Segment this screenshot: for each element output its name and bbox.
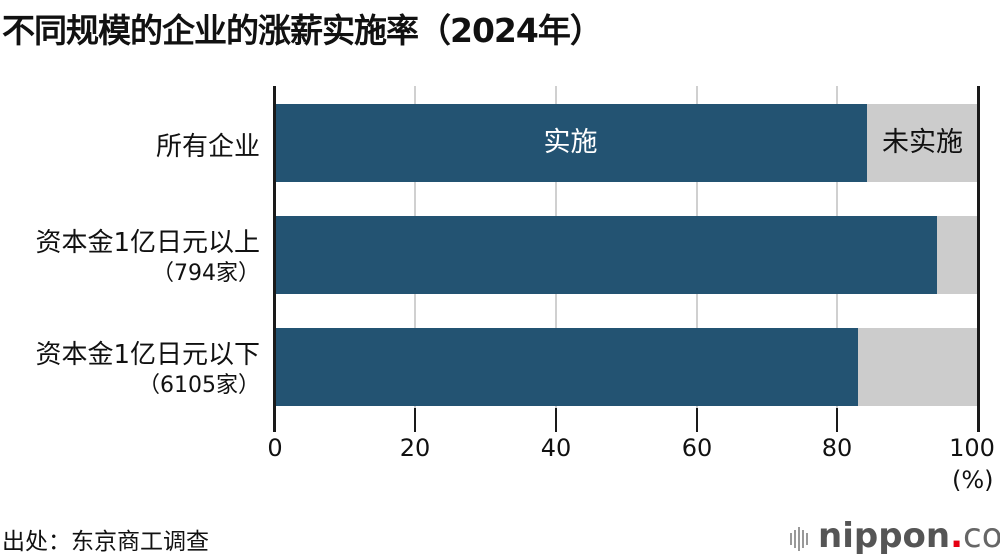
x-unit-label: (%) [952, 466, 994, 494]
bar-track-small [274, 328, 978, 406]
bar-track-large [274, 216, 978, 294]
tick-40 [555, 408, 557, 432]
bar-implemented-large [274, 216, 937, 294]
tick-20 [414, 408, 416, 432]
bar-implemented-small [274, 328, 858, 406]
category-label-small: 资本金1亿日元以下 （6105家） [35, 338, 260, 400]
plot-area: 实施 未实施 [273, 86, 980, 432]
chart-title: 不同规模的企业的涨薪实施率（2024年） [2, 11, 603, 50]
tick-60 [696, 408, 698, 432]
x-tick-label: 20 [399, 434, 431, 462]
logo-suffix: com [963, 516, 1000, 556]
source-note: 出处：东京商工调查 [2, 529, 209, 555]
category-label-all: 所有企业 [156, 130, 260, 164]
category-main: 资本金1亿日元以上 [35, 228, 260, 258]
bar-track-all: 实施 未实施 [274, 104, 978, 182]
axis-left [273, 86, 276, 432]
legend-not-implemented: 未实施 [882, 127, 963, 158]
x-tick-label: 100 [949, 434, 995, 462]
x-tick-label: 40 [540, 434, 572, 462]
bar-implemented-all [274, 104, 867, 182]
tick-80 [836, 408, 838, 432]
x-tick-label: 60 [681, 434, 713, 462]
x-tick-label: 80 [821, 434, 853, 462]
sound-bars-icon [790, 518, 810, 558]
axis-right [977, 86, 980, 432]
x-tick-label: 0 [267, 434, 283, 462]
logo-dot: . [950, 516, 964, 556]
category-main: 资本金1亿日元以下 [35, 340, 260, 370]
category-count: （6105家） [138, 373, 260, 398]
category-label-large: 资本金1亿日元以上 （794家） [35, 226, 260, 288]
category-main: 所有企业 [155, 132, 260, 162]
category-count: （794家） [152, 261, 260, 286]
logo-brand: nippon [818, 516, 951, 556]
legend-implemented: 实施 [543, 127, 598, 158]
nippon-logo: nippon.com [790, 516, 1000, 558]
